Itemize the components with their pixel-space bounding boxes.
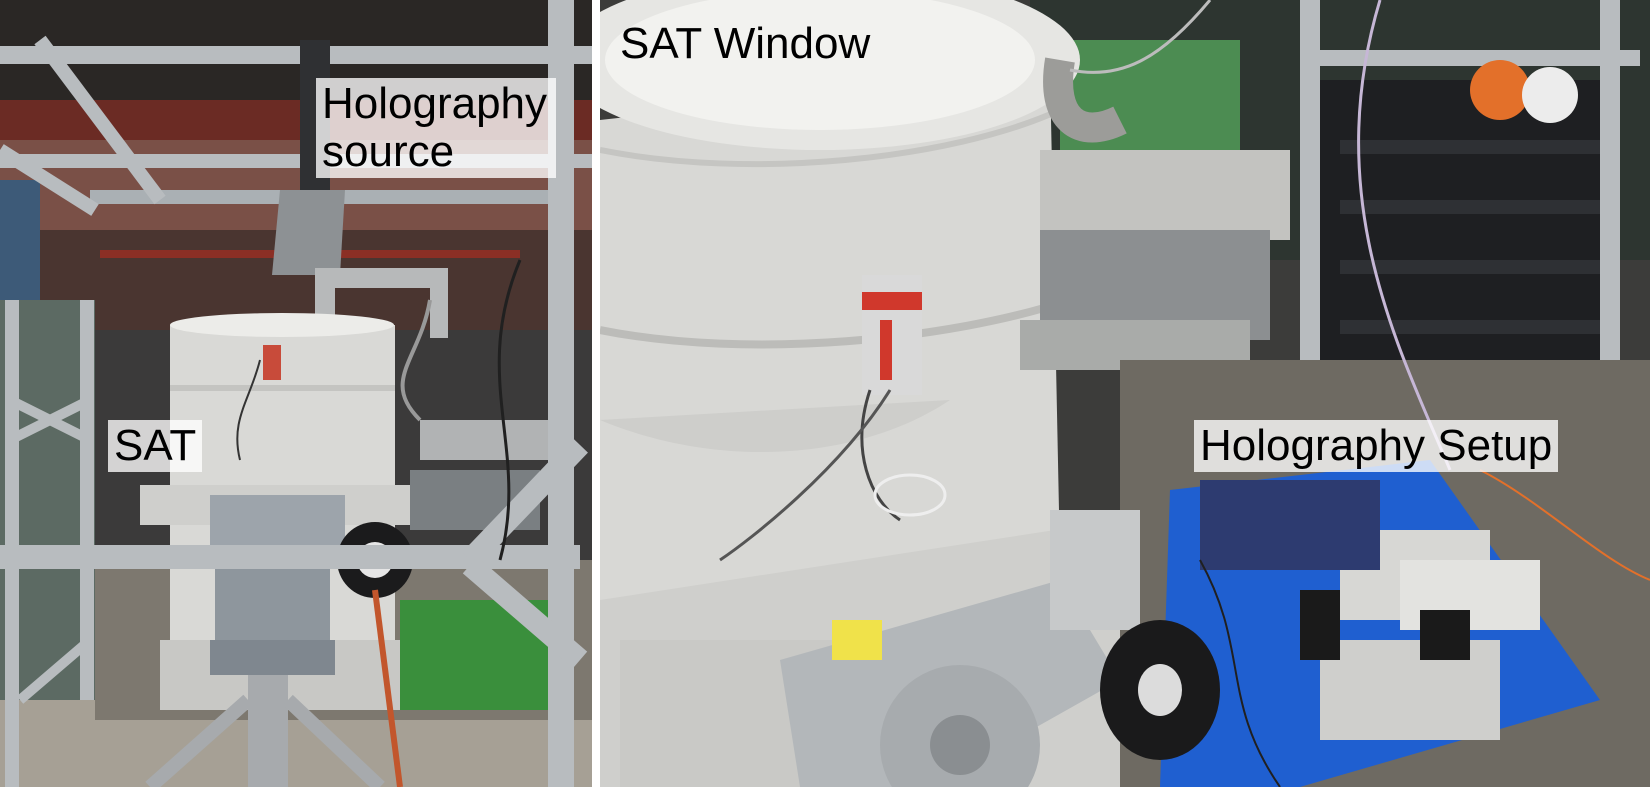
sat-window-photo	[600, 0, 1650, 787]
left-photo-panel: Holography source SAT	[0, 0, 592, 787]
right-photo-panel: SAT Window Holography Setup	[600, 0, 1650, 787]
sat-label: SAT	[108, 420, 203, 472]
holography-source-label: Holography source	[316, 78, 556, 178]
holography-setup-label: Holography Setup	[1194, 420, 1559, 472]
sat-window-label: SAT Window	[620, 19, 871, 68]
